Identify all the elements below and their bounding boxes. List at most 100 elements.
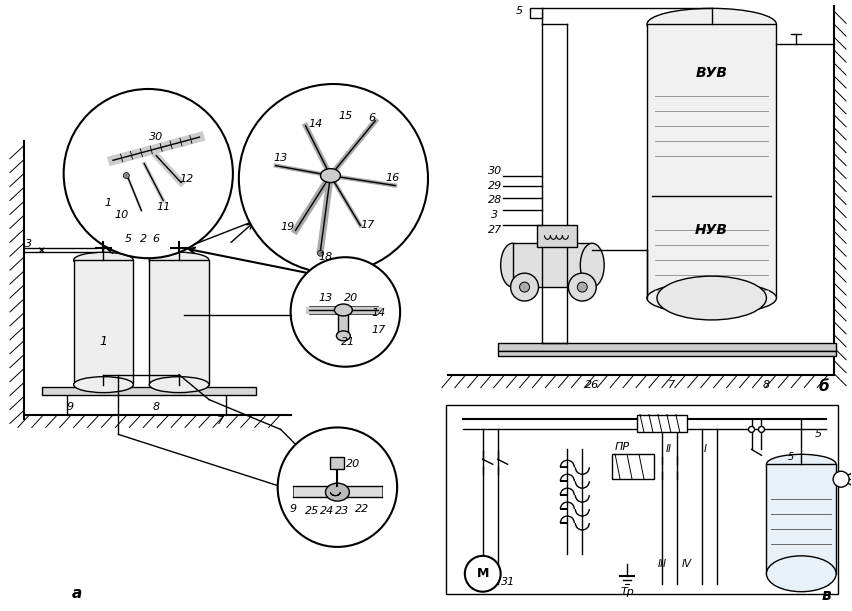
Text: 11: 11 [156, 202, 170, 213]
Text: I: I [702, 444, 705, 455]
Text: 2: 2 [140, 234, 147, 244]
Text: 15: 15 [338, 111, 352, 121]
Bar [497, 351, 835, 356]
Text: 17: 17 [371, 325, 385, 335]
Text: в: в [820, 588, 830, 603]
Text: II: II [665, 444, 671, 455]
Bar [338, 314, 348, 336]
Text: 7: 7 [217, 417, 224, 426]
Text: 9: 9 [289, 504, 296, 514]
Circle shape [278, 428, 397, 547]
Circle shape [64, 89, 233, 258]
Bar [73, 260, 133, 385]
Text: 28: 28 [487, 196, 501, 205]
Text: 5: 5 [814, 430, 820, 439]
Text: 25: 25 [305, 506, 320, 516]
Bar [42, 387, 256, 395]
Ellipse shape [500, 243, 524, 287]
Ellipse shape [336, 331, 350, 341]
Text: 14: 14 [308, 119, 322, 129]
Circle shape [510, 273, 538, 301]
Text: б: б [818, 379, 828, 394]
Bar [646, 24, 775, 298]
Circle shape [567, 273, 596, 301]
Ellipse shape [766, 556, 835, 591]
Text: 20: 20 [344, 293, 358, 303]
Text: 7: 7 [667, 379, 675, 390]
Text: 26: 26 [584, 379, 599, 390]
Bar [537, 225, 577, 247]
Text: 13: 13 [273, 153, 287, 163]
Circle shape [464, 556, 500, 591]
Circle shape [124, 172, 130, 178]
Circle shape [519, 282, 529, 292]
Ellipse shape [579, 243, 603, 287]
Text: 22: 22 [354, 504, 369, 514]
Ellipse shape [149, 252, 209, 268]
Text: ПР: ПР [613, 442, 629, 452]
Ellipse shape [656, 276, 766, 320]
Ellipse shape [334, 304, 352, 316]
Text: ВУВ: ВУВ [695, 66, 727, 80]
Text: 16: 16 [384, 172, 399, 183]
Text: 21: 21 [341, 337, 355, 347]
Bar [766, 464, 835, 574]
Circle shape [832, 471, 848, 487]
Circle shape [748, 426, 754, 433]
Text: 12: 12 [179, 174, 193, 183]
Circle shape [757, 426, 763, 433]
Text: 5: 5 [787, 452, 793, 463]
Text: 29: 29 [487, 180, 501, 191]
Bar [529, 9, 542, 18]
Text: 5: 5 [515, 6, 522, 16]
Ellipse shape [73, 376, 133, 393]
Ellipse shape [646, 282, 775, 314]
Text: 8: 8 [153, 401, 159, 412]
Text: 17: 17 [360, 221, 374, 230]
Text: 1: 1 [100, 335, 107, 348]
Text: 9: 9 [66, 401, 73, 412]
Text: 6: 6 [368, 113, 376, 123]
Bar [612, 455, 653, 479]
Text: IV: IV [681, 559, 691, 569]
Bar [497, 343, 835, 351]
Circle shape [577, 282, 586, 292]
Text: а: а [72, 586, 82, 601]
Bar [330, 457, 344, 469]
Text: 5: 5 [124, 234, 132, 244]
Circle shape [291, 257, 400, 367]
Ellipse shape [73, 252, 133, 268]
Text: 30: 30 [149, 132, 164, 142]
Text: 18: 18 [318, 252, 332, 262]
Bar [149, 260, 209, 385]
Text: 13: 13 [318, 293, 332, 303]
Text: 19: 19 [280, 222, 295, 232]
Text: 27: 27 [487, 225, 501, 235]
Text: 20: 20 [346, 459, 360, 469]
Text: M: M [476, 567, 488, 580]
Text: 8: 8 [762, 379, 769, 390]
Text: 23: 23 [335, 506, 349, 516]
Bar [292, 486, 382, 497]
Text: 30: 30 [487, 166, 501, 175]
Ellipse shape [766, 455, 835, 474]
Text: 1: 1 [105, 199, 112, 208]
Ellipse shape [149, 376, 209, 393]
Text: 3: 3 [491, 210, 498, 221]
Text: 10: 10 [114, 210, 129, 221]
Circle shape [239, 84, 428, 273]
Text: 6: 6 [153, 234, 159, 244]
Ellipse shape [325, 483, 349, 501]
Text: III: III [657, 559, 665, 569]
Ellipse shape [320, 169, 340, 183]
Ellipse shape [646, 9, 775, 40]
Text: 3: 3 [26, 240, 32, 249]
Bar [512, 243, 591, 287]
Circle shape [317, 251, 323, 256]
Bar [636, 414, 686, 433]
Text: 24: 24 [320, 506, 334, 516]
Text: 14: 14 [371, 308, 385, 318]
Text: НУВ: НУВ [694, 224, 728, 237]
Text: 31: 31 [500, 577, 514, 587]
Bar [446, 404, 838, 594]
